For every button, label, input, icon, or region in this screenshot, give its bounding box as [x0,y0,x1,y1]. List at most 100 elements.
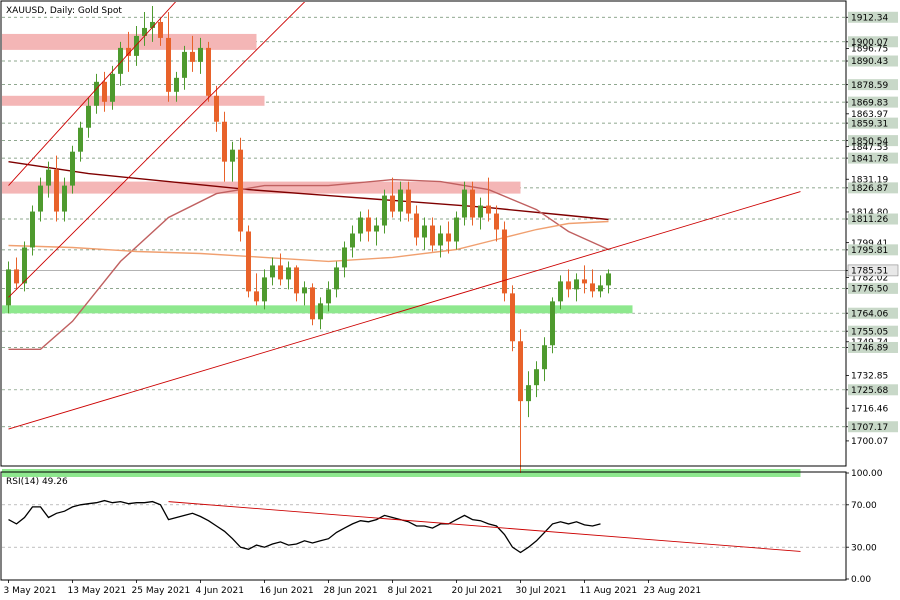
candle-body [574,279,579,290]
candle-body [446,233,451,242]
candle [422,217,427,250]
candle [318,297,323,330]
candle [502,221,507,302]
candle [150,5,155,42]
candle-body [94,81,99,106]
zone-band [2,181,521,194]
rsi-panel-border [0,471,847,581]
candle [406,181,411,222]
candle-body [494,213,499,230]
candle [206,41,211,102]
candle [342,241,347,278]
candle [14,257,19,290]
price-tick-label: 1811.26 [851,215,888,225]
price-tick-label: 1716.46 [851,404,888,414]
candle [494,205,499,242]
candle [158,17,163,46]
candle-body [198,47,203,62]
price-tick-label: 1900.07 [851,38,888,48]
candle [6,261,11,314]
candle [470,181,475,226]
candle-body [158,21,163,38]
candle-body [390,195,395,212]
candle-body [294,267,299,294]
candle [254,273,259,306]
candle-body [470,189,475,218]
time-tick-label: 13 May 2021 [68,586,127,596]
candle [398,181,403,222]
price-tag [848,152,898,164]
candle [182,45,187,90]
price-tick-label: 1700.07 [851,437,888,447]
candle-body [54,169,59,212]
time-tick-label: 23 Aug 2021 [644,586,702,596]
price-tag [848,282,898,294]
candle [222,111,227,182]
price-tick-label: 1755.05 [851,327,888,337]
candle-body [598,285,603,292]
candle-body [582,279,587,284]
moving-average-line [8,178,609,350]
candle [526,371,531,418]
candle-body [478,205,483,218]
candle [270,257,275,286]
candle-body [230,149,235,162]
trend-lines [8,2,801,430]
candle [134,25,139,66]
candle-body [462,189,467,218]
candle-body [174,77,179,92]
price-tick-label: 1847.53 [851,143,888,153]
candle [198,37,203,74]
candle [598,275,603,298]
candle-body [62,185,67,212]
price-tick-label: 1841.78 [851,154,888,164]
price-tag [847,264,899,277]
main-panel-border [0,0,847,467]
price-tag [848,384,898,396]
candle [30,205,35,256]
price-tick-label: 1799.41 [851,239,888,249]
candle [86,97,91,138]
candle [446,221,451,254]
candle [542,337,547,382]
candle [94,73,99,114]
candle [334,261,339,298]
candle-body [430,225,435,246]
time-tick-label: 28 Jun 2021 [324,586,378,596]
time-tick-label: 20 Jul 2021 [452,586,503,596]
candle [518,329,523,473]
candle-body [302,287,307,294]
candle-body [238,149,243,232]
candle-body [214,95,219,122]
time-tick-label: 3 May 2021 [4,586,57,596]
candle-body [542,345,547,370]
rsi-trend-line [168,501,801,552]
candle [278,253,283,286]
candle [118,41,123,86]
candle [214,85,219,132]
candle-body [246,231,251,292]
candle-body [126,47,131,56]
price-tick-label: 1831.19 [851,175,888,185]
rsi-tick-label: 30.00 [851,543,877,553]
price-tag [848,135,898,147]
price-tick-label: 1725.68 [851,386,888,396]
candle [390,177,395,218]
price-tag [848,55,898,67]
candle [238,137,243,242]
candle [78,121,83,162]
price-tag [848,96,898,108]
candle-body [78,127,83,152]
candle [550,297,555,354]
candle [574,273,579,302]
moving-averages [8,161,609,350]
candle [286,261,291,290]
time-axis: 3 May 2021 13 May 2021 25 May 2021 4 Jun 20… [4,580,702,596]
price-tick-label: 1859.31 [851,119,888,129]
price-tick-label: 1732.85 [851,372,888,382]
moving-average-line [8,220,609,263]
candle-body [142,27,147,36]
candle-body [526,385,531,402]
